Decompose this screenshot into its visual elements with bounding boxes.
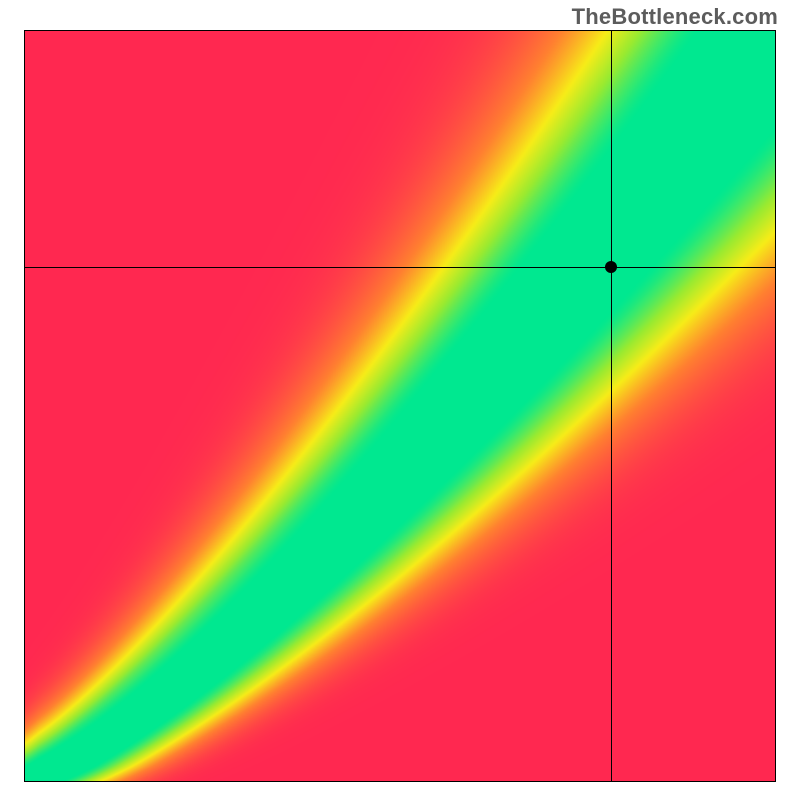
watermark-text: TheBottleneck.com (572, 4, 778, 30)
crosshair-horizontal (24, 267, 776, 268)
crosshair-marker (605, 261, 617, 273)
crosshair-vertical (611, 30, 612, 782)
heatmap-canvas (24, 30, 776, 782)
heatmap-plot (24, 30, 776, 782)
